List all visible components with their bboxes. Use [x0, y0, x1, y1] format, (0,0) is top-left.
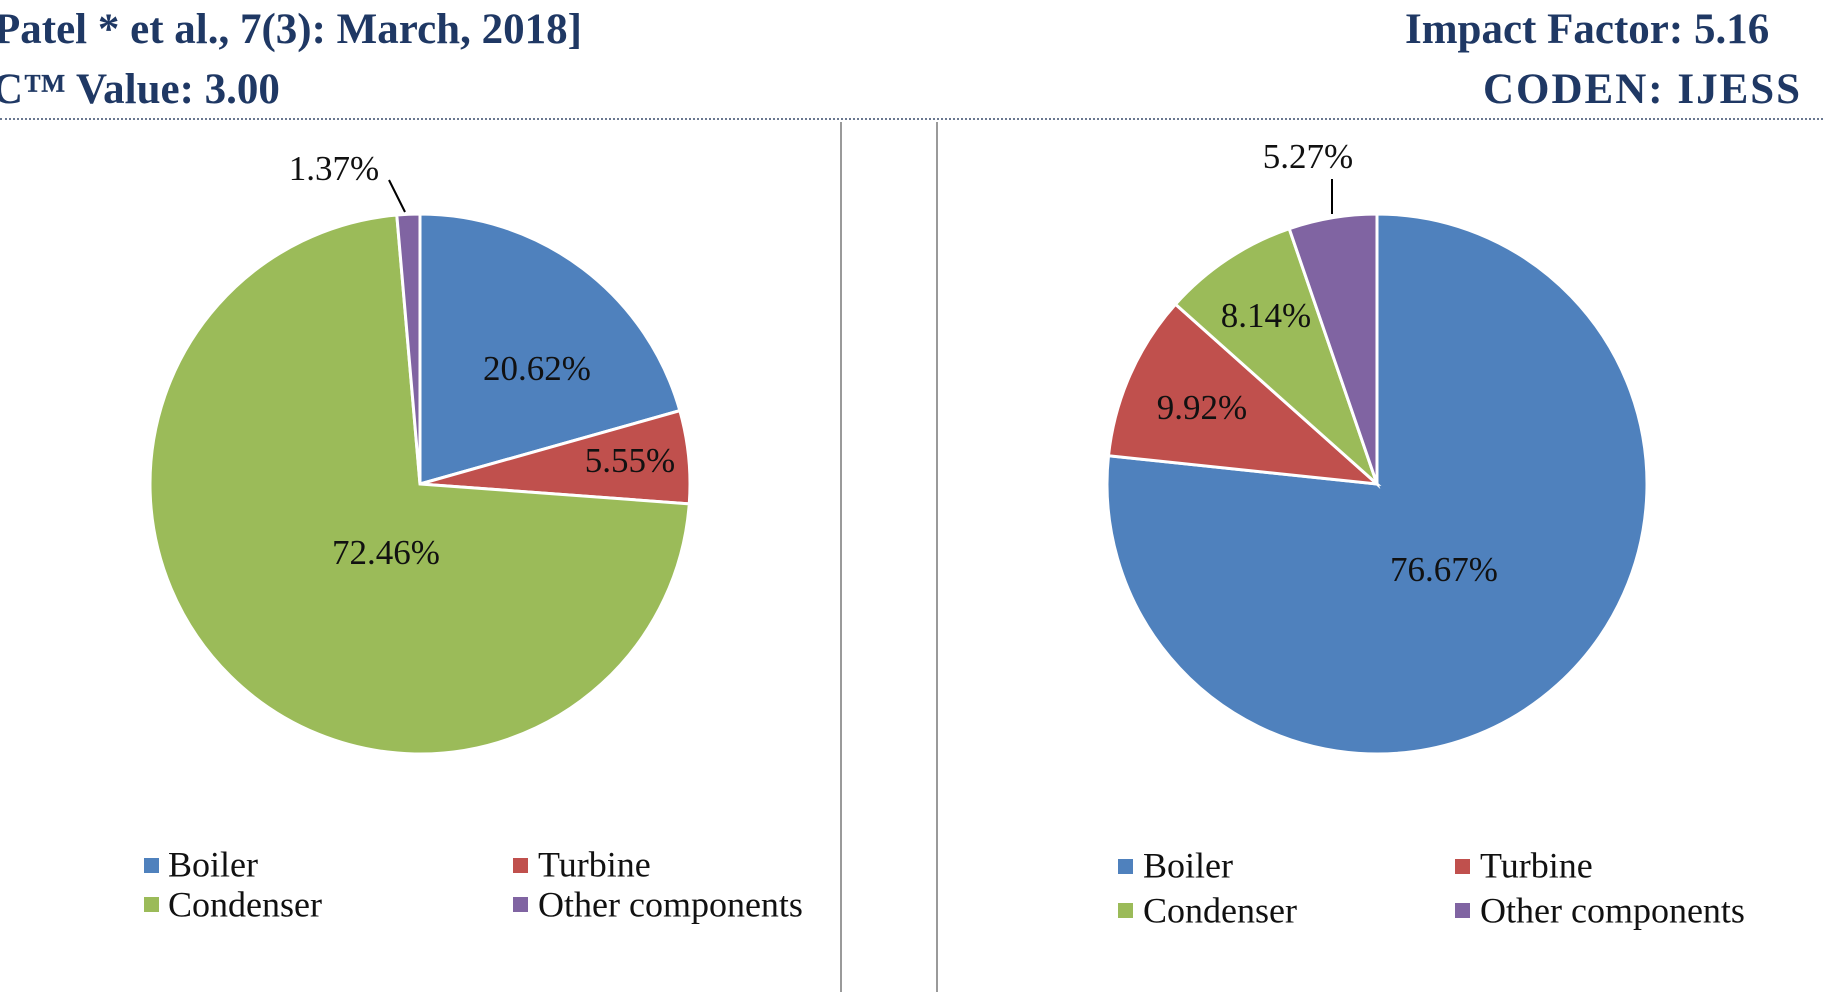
pie1-legend-label-condenser: Condenser: [168, 884, 322, 924]
pie2-legend-swatch-boiler: [1118, 859, 1133, 874]
column-divider-right: [936, 122, 938, 992]
pie2-legend-label-condenser: Condenser: [1143, 890, 1297, 930]
pie2-legend-swatch-condenser: [1118, 903, 1133, 918]
pie1-label-other-components: 1.37%: [289, 149, 379, 188]
pie1-label-turbine: 5.55%: [585, 441, 675, 480]
pie2-legend-swatch-other-components: [1455, 903, 1470, 918]
header-impact-factor: Impact Factor: 5.16: [1405, 6, 1770, 53]
pie2-label-turbine: 9.92%: [1157, 388, 1247, 427]
pie1-legend-swatch-condenser: [144, 897, 159, 912]
pie1-legend-swatch-other-components: [513, 897, 528, 912]
pie1-legend-swatch-boiler: [144, 858, 159, 873]
pie2-label-boiler: 76.67%: [1390, 550, 1498, 589]
column-divider-left: [840, 122, 842, 992]
pie2-legend-label-boiler: Boiler: [1143, 845, 1233, 885]
pie1-legend-label-boiler: Boiler: [168, 844, 258, 884]
pie2-label-condenser: 8.14%: [1221, 296, 1311, 335]
pie1-leader-line: [388, 179, 406, 213]
pie2-slice-condenser: [1173, 226, 1381, 489]
pie2-slice-turbine: [1106, 302, 1382, 486]
pie1-label-boiler: 20.62%: [483, 349, 591, 388]
pie1-slice-condenser: [148, 213, 691, 756]
pie1-legend-label-other-components: Other components: [538, 884, 803, 924]
pie1-legend-swatch-turbine: [513, 858, 528, 873]
pie2-legend-swatch-turbine: [1455, 859, 1470, 874]
header-citation: Patel * et al., 7(3): March, 2018]: [0, 6, 582, 53]
pie1-slice-other-components: [395, 212, 422, 485]
pie2-label-other-components: 5.27%: [1263, 137, 1353, 176]
pie2-legend-label-other-components: Other components: [1480, 890, 1745, 930]
pie1-slice-boiler: [418, 212, 682, 486]
header-coden: CODEN: IJESS: [1483, 66, 1803, 113]
pie1-legend-label-turbine: Turbine: [538, 844, 651, 884]
pie2-legend-label-turbine: Turbine: [1480, 845, 1593, 885]
header-value: C™ Value: 3.00: [0, 66, 280, 113]
pie2-slice-other-components: [1287, 212, 1379, 485]
pie1-label-condenser: 72.46%: [332, 533, 440, 572]
header-divider: [0, 118, 1823, 120]
